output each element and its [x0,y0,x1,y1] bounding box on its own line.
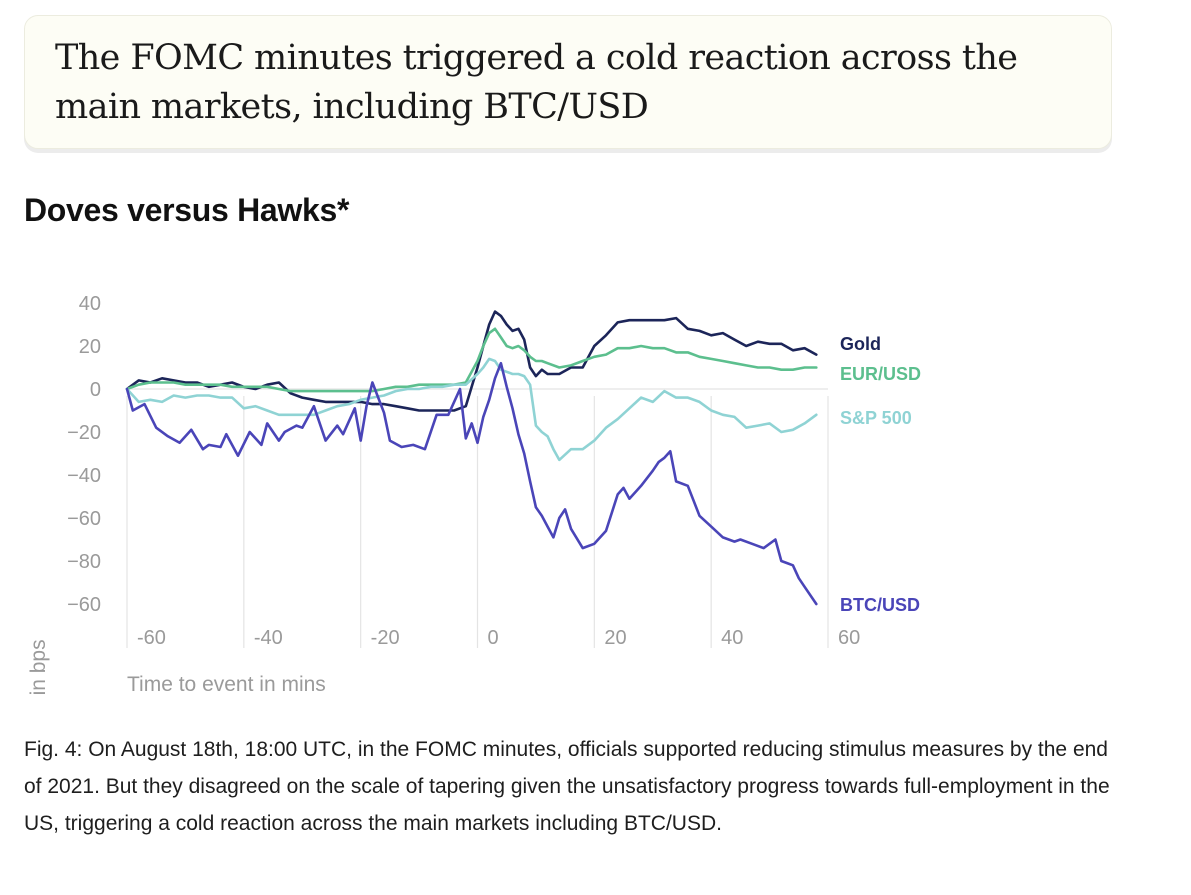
y-tick-label: −80 [67,551,101,573]
y-tick-label: −60 [67,594,101,616]
legend-label-gold: Gold [840,334,881,354]
x-axis-title: Time to event in mins [127,673,326,696]
figure-caption: Fig. 4: On August 18th, 18:00 UTC, in th… [24,738,1110,835]
grid-lines [126,388,829,648]
x-tick-label: 60 [838,627,860,649]
x-tick-label: -20 [371,627,400,649]
y-axis-ticks: 40 20 0 −20 −40 −60 −80 −60 [67,293,101,616]
legend-label-eur-usd: EUR/USD [840,364,921,384]
legend-label-s-p-500: S&P 500 [840,408,912,428]
x-tick-label: 20 [604,627,626,649]
series-line-gold [125,310,818,412]
y-tick-label: −60 [67,508,101,530]
y-axis-title: Cum. returns in bps [27,639,50,700]
series-line-s-p-500 [125,357,818,462]
series-line-eur-usd [125,327,818,393]
x-axis-ticks: -60 -40 -20 0 20 40 60 [137,627,860,649]
y-tick-label: 20 [79,336,101,358]
line-chart: 40 20 0 −20 −40 −60 −80 −60 -60 -40 -20 0 20 40 60 Go… [27,293,921,700]
chart-title: Doves versus Hawks* [24,192,350,228]
y-tick-label: 40 [79,293,101,315]
legend: Gold EUR/USD S&P 500 BTC/USD [840,334,921,615]
y-tick-label: −20 [67,422,101,444]
series-line-btc-usd [125,361,818,606]
y-tick-label: 0 [90,379,101,401]
x-tick-label: -40 [254,627,283,649]
x-tick-label: 40 [721,627,743,649]
x-tick-label: 0 [488,627,499,649]
x-tick-label: -60 [137,627,166,649]
legend-label-btc-usd: BTC/USD [840,595,920,615]
headline-callout: The FOMC minutes triggered a cold reacti… [24,15,1112,149]
callout-text: The FOMC minutes triggered a cold reacti… [55,38,1018,127]
y-tick-label: −40 [67,465,101,487]
series-lines [125,310,818,606]
